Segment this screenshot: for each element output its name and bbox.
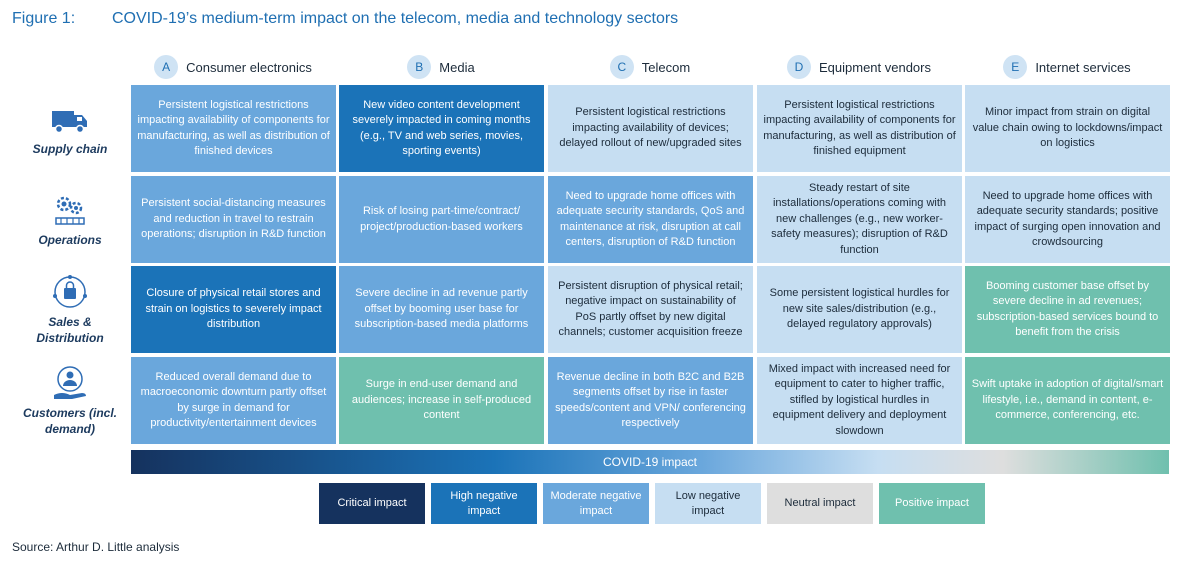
matrix-cell: Persistent social-distancing measures an…: [131, 176, 336, 263]
matrix-cell: Persistent disruption of physical retail…: [548, 266, 753, 353]
matrix-cell-text: Minor impact from strain on digital valu…: [972, 106, 1163, 150]
matrix-cell-text: Persistent disruption of physical retail…: [558, 279, 743, 339]
matrix-cell-text: Some persistent logistical hurdles for n…: [769, 287, 950, 331]
matrix-cell-text: Steady restart of site installations/ope…: [771, 181, 948, 256]
covid-impact-gradient-bar: COVID-19 impact: [131, 450, 1169, 474]
column-header-label: Internet services: [1035, 59, 1131, 75]
row-label-sales-distribution: Sales & Distribution: [14, 266, 126, 353]
gears-icon: [55, 196, 85, 225]
row-label-customers: Customers (incl. demand): [14, 357, 126, 444]
row-label-text: Operations: [38, 232, 102, 247]
matrix-cell: Persistent logistical restrictions impac…: [757, 85, 962, 172]
matrix-cell-text: Persistent logistical restrictions impac…: [137, 98, 330, 158]
matrix-cell: Risk of losing part-time/contract/ proje…: [339, 176, 544, 263]
row-label-supply-chain: Supply chain: [14, 85, 126, 172]
figure-title: Figure 1: COVID-19’s medium-term impact …: [12, 8, 678, 30]
matrix-cell: Mixed impact with increased need for equ…: [757, 357, 962, 444]
source-note: Source: Arthur D. Little analysis: [12, 540, 180, 554]
column-letter-badge: A: [154, 55, 179, 79]
column-header-label: Equipment vendors: [818, 59, 931, 75]
column-header-internet-services: E Internet services: [965, 54, 1169, 80]
matrix-cell-text: Severe decline in ad revenue partly offs…: [354, 287, 529, 331]
matrix-cell-text: Surge in end-user demand and audiences; …: [351, 378, 532, 422]
matrix-cell: Revenue decline in both B2C and B2B segm…: [548, 357, 753, 444]
matrix-cell: Need to upgrade home offices with adequa…: [548, 176, 753, 263]
legend-moderate-negative-impact: Moderate negative impact: [543, 483, 649, 524]
matrix-cell: Severe decline in ad revenue partly offs…: [339, 266, 544, 353]
matrix-cell-text: Persistent logistical restrictions impac…: [763, 98, 956, 158]
matrix-cell: Surge in end-user demand and audiences; …: [339, 357, 544, 444]
row-label-text: Sales & Distribution: [36, 314, 104, 345]
matrix-cell-text: Mixed impact with increased need for equ…: [768, 362, 951, 437]
column-header-equipment-vendors: D Equipment vendors: [757, 54, 961, 80]
matrix-cell: Persistent logistical restrictions impac…: [131, 85, 336, 172]
matrix-cell-text: Persistent social-distancing measures an…: [141, 197, 326, 241]
legend-critical-impact: Critical impact: [319, 483, 425, 524]
matrix-cell: Booming customer base offset by severe d…: [965, 266, 1170, 353]
matrix-cell: Closure of physical retail stores and st…: [131, 266, 336, 353]
shopping-bag-icon: [53, 274, 87, 308]
column-header-media: B Media: [339, 54, 543, 80]
matrix-cell: Persistent logistical restrictions impac…: [548, 85, 753, 172]
legend-positive-impact: Positive impact: [879, 483, 985, 524]
matrix-cell-text: Revenue decline in both B2C and B2B segm…: [555, 370, 746, 430]
matrix-cell-text: Persistent logistical restrictions impac…: [559, 106, 742, 150]
column-header-consumer-electronics: A Consumer electronics: [131, 54, 335, 80]
matrix-cell: Need to upgrade home offices with adequa…: [965, 176, 1170, 263]
column-letter-badge: D: [786, 55, 811, 79]
column-header-label: Telecom: [641, 59, 691, 75]
customer-hand-icon: [54, 365, 86, 399]
legend-label: Low negative impact: [675, 489, 741, 517]
column-letter-badge: C: [609, 55, 634, 79]
matrix-cell: Some persistent logistical hurdles for n…: [757, 266, 962, 353]
figure-title-text: COVID-19’s medium-term impact on the tel…: [112, 10, 679, 27]
matrix-cell: Reduced overall demand due to macroecono…: [131, 357, 336, 444]
legend-neutral-impact: Neutral impact: [767, 483, 873, 524]
impact-bar-label: COVID-19 impact: [602, 455, 698, 469]
matrix-cell-text: Risk of losing part-time/contract/ proje…: [360, 205, 523, 233]
matrix-cell-text: Swift uptake in adoption of digital/smar…: [971, 378, 1164, 422]
legend-label: High negative impact: [450, 489, 518, 517]
legend-label: Moderate negative impact: [550, 489, 642, 517]
figure-number: Figure 1:: [12, 10, 76, 27]
matrix-cell-text: Reduced overall demand due to macroecono…: [140, 370, 327, 430]
row-label-operations: Operations: [14, 176, 126, 263]
matrix-cell-text: Booming customer base offset by severe d…: [976, 279, 1159, 339]
row-label-text: Supply chain: [32, 141, 108, 156]
column-header-telecom: C Telecom: [548, 54, 752, 80]
matrix-cell-text: Need to upgrade home offices with adequa…: [556, 189, 745, 249]
matrix-cell-text: Closure of physical retail stores and st…: [145, 287, 322, 331]
matrix-cell: Minor impact from strain on digital valu…: [965, 85, 1170, 172]
matrix-cell-text: New video content development severely i…: [352, 98, 531, 158]
legend-label: Positive impact: [895, 497, 969, 509]
legend-low-negative-impact: Low negative impact: [655, 483, 761, 524]
truck-icon: [52, 110, 87, 133]
column-header-label: Consumer electronics: [186, 59, 312, 75]
matrix-cell: Swift uptake in adoption of digital/smar…: [965, 357, 1170, 444]
column-letter-badge: E: [1003, 55, 1028, 79]
row-label-text: Customers (incl. demand): [22, 405, 118, 436]
matrix-cell: Steady restart of site installations/ope…: [757, 176, 962, 263]
legend-high-negative-impact: High negative impact: [431, 483, 537, 524]
matrix-cell: New video content development severely i…: [339, 85, 544, 172]
legend-label: Neutral impact: [784, 497, 856, 509]
column-header-label: Media: [439, 59, 475, 75]
matrix-cell-text: Need to upgrade home offices with adequa…: [974, 189, 1161, 249]
legend-label: Critical impact: [337, 497, 407, 509]
column-letter-badge: B: [407, 55, 432, 79]
